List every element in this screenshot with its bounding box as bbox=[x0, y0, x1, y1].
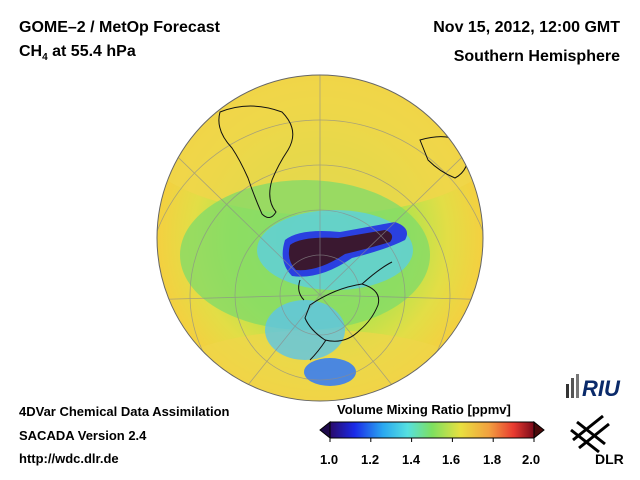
pressure-level: at 55.4 hPa bbox=[47, 43, 136, 60]
antarctica-coast bbox=[304, 283, 380, 342]
colorbar-ticks bbox=[329, 438, 535, 442]
colorbar-tick-label: 1.0 bbox=[320, 452, 339, 467]
dlr-logo-text: DLR bbox=[595, 451, 624, 467]
riu-logo-text: RIU bbox=[582, 376, 621, 401]
riu-logo: RIU bbox=[566, 374, 621, 401]
footer-url: http://wdc.dlr.de bbox=[19, 451, 119, 466]
coastlines bbox=[218, 105, 469, 361]
dlr-logo: DLR bbox=[570, 414, 624, 467]
title-line2: CH4 at 55.4 hPa bbox=[19, 43, 136, 63]
anomaly-core bbox=[288, 230, 393, 271]
forecast-date: Nov 15, 2012, 12:00 GMT bbox=[433, 19, 620, 36]
dlr-emblem-icon bbox=[570, 414, 610, 454]
colorbar-tick-label: 2.0 bbox=[522, 452, 541, 467]
colorbar-title: Volume Mixing Ratio [ppmv] bbox=[337, 402, 511, 417]
colorbar-gradient bbox=[329, 421, 535, 439]
antarctic-peninsula bbox=[309, 339, 327, 361]
species-subscript: 4 bbox=[42, 52, 48, 64]
colorbar-min-arrow bbox=[319, 420, 331, 440]
colorbar-tick-label: 1.4 bbox=[402, 452, 421, 467]
colorbar bbox=[319, 420, 545, 442]
colorbar-max-arrow bbox=[533, 420, 545, 440]
footer-line1: 4DVar Chemical Data Assimilation bbox=[19, 404, 230, 419]
region-label: Southern Hemisphere bbox=[453, 48, 620, 65]
graticule bbox=[157, 75, 483, 401]
antarctic-shelf bbox=[298, 279, 305, 301]
colorbar-tick-label: 1.2 bbox=[361, 452, 380, 467]
footer-line2: SACADA Version 2.4 bbox=[19, 428, 147, 443]
globe-outline bbox=[156, 74, 484, 402]
south-america-coast bbox=[218, 105, 294, 218]
weddell-coast bbox=[361, 261, 393, 285]
title-line1: GOME–2 / MetOp Forecast bbox=[19, 19, 220, 36]
species-label: CH bbox=[19, 43, 43, 60]
colorbar-tick-label: 1.6 bbox=[442, 452, 461, 467]
colorbar-tick-label: 1.8 bbox=[483, 452, 502, 467]
